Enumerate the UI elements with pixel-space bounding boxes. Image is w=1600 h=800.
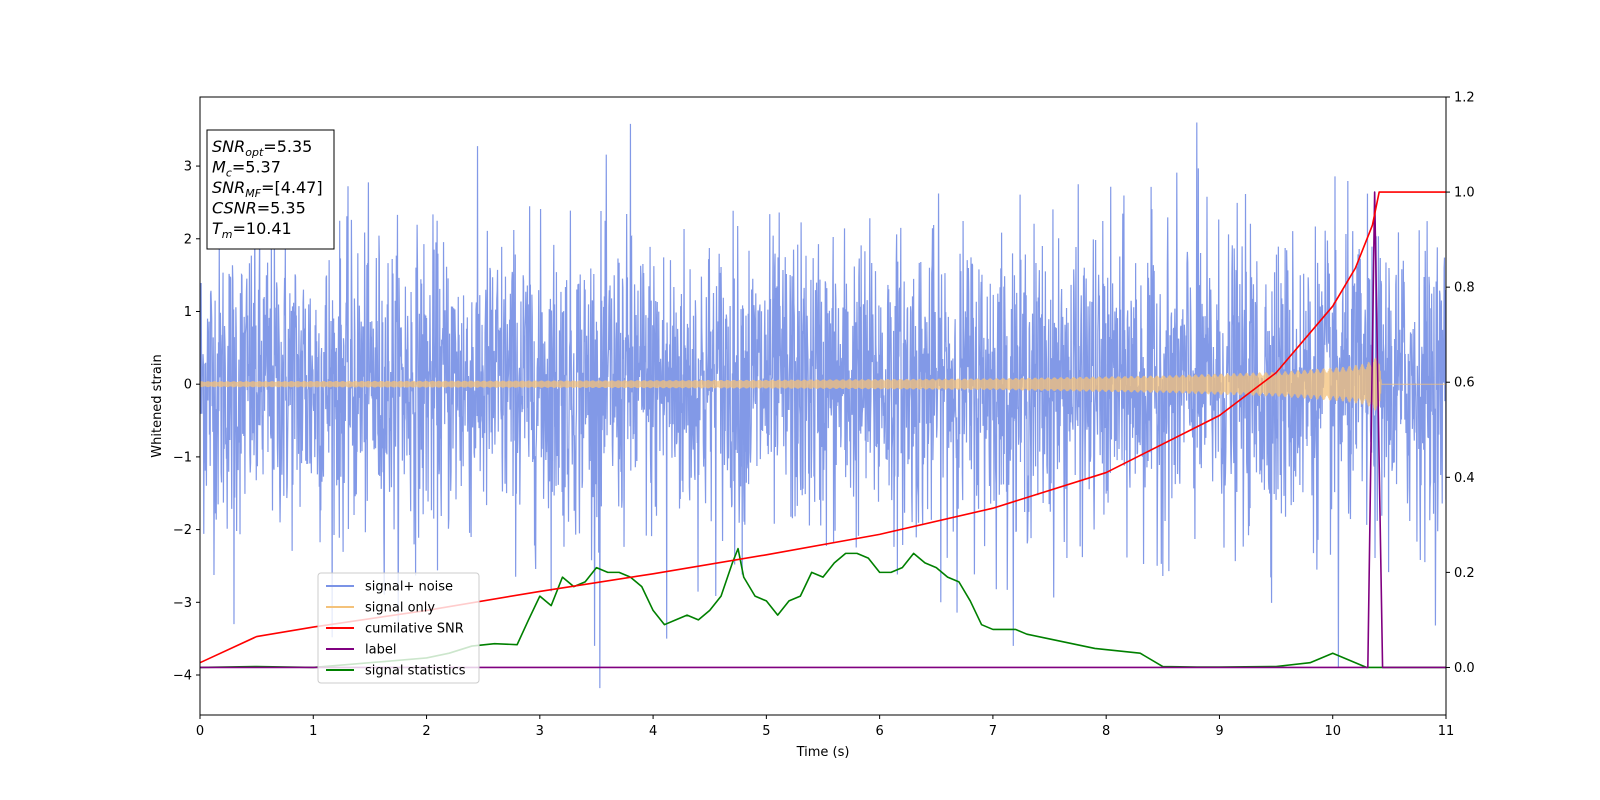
info-box-line: Mc=5.37 xyxy=(212,158,281,180)
x-axis-label: Time (s) xyxy=(796,745,850,760)
left-y-tick-label: −3 xyxy=(173,596,192,611)
x-tick-label: 0 xyxy=(196,724,204,739)
legend-label: cumilative SNR xyxy=(365,622,464,637)
x-tick-label: 8 xyxy=(1102,724,1110,739)
x-tick-label: 2 xyxy=(422,724,430,739)
x-tick-label: 7 xyxy=(989,724,997,739)
right-y-tick-label: 1.2 xyxy=(1454,91,1475,106)
right-y-tick-label: 0.8 xyxy=(1454,281,1475,296)
left-y-axis-ticks: −4 −3 −2 −1 0 1 2 3 xyxy=(173,160,200,684)
legend: signal+ noise signal only cumilative SNR la… xyxy=(317,572,480,684)
right-y-tick-label: 0.6 xyxy=(1454,376,1475,391)
info-box: SNRopt=5.35Mc=5.37SNRMF=[4.47]CSNR=5.35T… xyxy=(206,129,335,250)
left-y-tick-label: 0 xyxy=(184,378,192,393)
right-y-tick-label: 0.0 xyxy=(1454,661,1475,676)
x-tick-label: 1 xyxy=(309,724,317,739)
x-axis-ticks: 0 1 2 3 4 5 6 7 8 9 10 11 xyxy=(196,715,1454,739)
series-signal-only-line xyxy=(200,357,1446,411)
plot-series-layer xyxy=(200,122,1446,689)
left-y-tick-label: −1 xyxy=(173,450,192,465)
legend-label: signal statistics xyxy=(365,664,466,679)
info-box-line: SNRopt=5.35 xyxy=(212,137,312,159)
x-tick-label: 10 xyxy=(1324,724,1341,739)
left-y-tick-label: 2 xyxy=(184,232,192,247)
left-y-tick-label: 1 xyxy=(184,305,192,320)
x-tick-label: 3 xyxy=(536,724,544,739)
right-y-tick-label: 0.4 xyxy=(1454,471,1475,486)
left-y-tick-label: −2 xyxy=(173,523,192,538)
x-tick-label: 11 xyxy=(1438,724,1455,739)
right-y-axis-ticks: 0.0 0.2 0.4 0.6 0.8 1.0 1.2 xyxy=(1446,91,1475,676)
info-box-line: CSNR=5.35 xyxy=(212,199,306,218)
x-tick-label: 5 xyxy=(762,724,770,739)
right-y-tick-label: 0.2 xyxy=(1454,566,1475,581)
info-box-line: SNRMF=[4.47] xyxy=(212,178,323,200)
right-y-tick-label: 1.0 xyxy=(1454,186,1475,201)
legend-label: label xyxy=(365,643,396,658)
x-tick-label: 9 xyxy=(1215,724,1223,739)
legend-label: signal only xyxy=(365,601,435,616)
left-y-tick-label: 3 xyxy=(184,160,192,175)
legend-frame xyxy=(317,572,480,684)
left-y-tick-label: −4 xyxy=(173,669,192,684)
x-tick-label: 4 xyxy=(649,724,657,739)
y-axis-label: Whitened strain xyxy=(150,354,165,457)
plot-frame xyxy=(199,96,1447,716)
series-signal-statistics-line xyxy=(200,547,1446,669)
legend-label: signal+ noise xyxy=(365,580,453,595)
info-box-line: Tm=10.41 xyxy=(212,219,292,241)
info-box-frame xyxy=(206,129,335,250)
series-label-line xyxy=(200,191,1446,669)
x-tick-label: 6 xyxy=(875,724,883,739)
